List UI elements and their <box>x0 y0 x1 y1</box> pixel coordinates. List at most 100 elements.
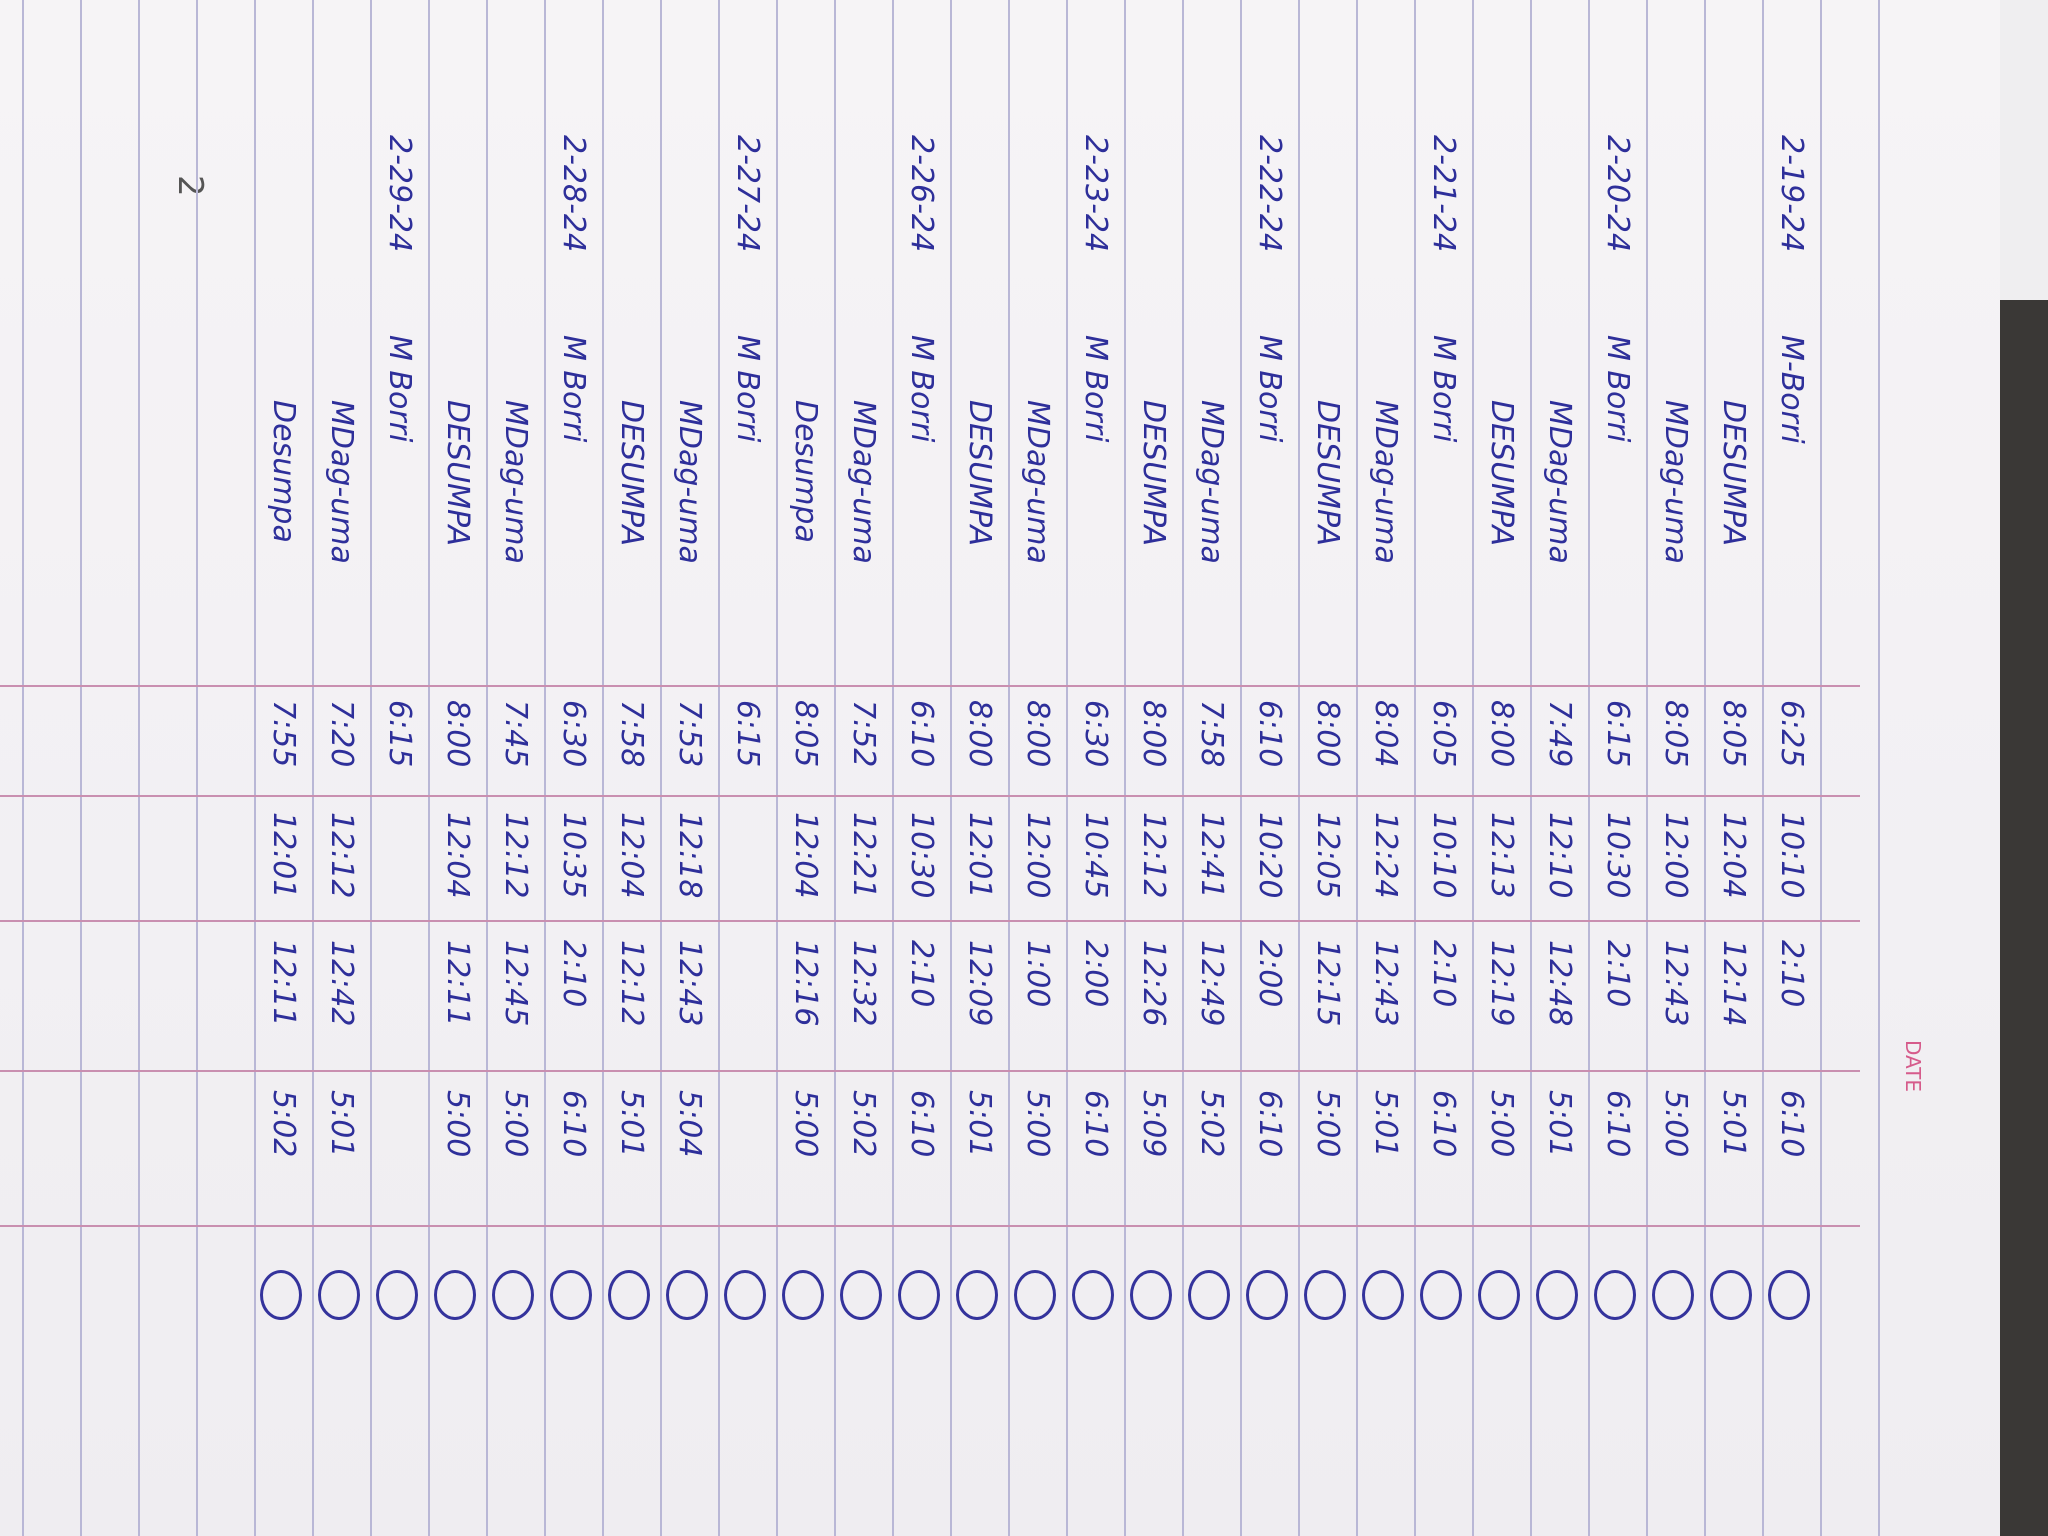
time: 5:09 <box>1136 1090 1171 1158</box>
time: 6:10 <box>904 700 939 768</box>
time: 5:02 <box>1194 1090 1229 1158</box>
name: DESUMPA <box>1136 400 1171 547</box>
time: 10:20 <box>1252 812 1287 899</box>
time: 7:20 <box>324 700 359 768</box>
time: 10:10 <box>1774 812 1809 899</box>
name: DESUMPA <box>440 400 475 547</box>
time: 5:01 <box>962 1090 997 1158</box>
time: 12:05 <box>1310 812 1345 899</box>
date: 2-26-24 <box>904 135 939 253</box>
signature <box>1246 1270 1288 1320</box>
date: 2-29-24 <box>382 135 417 253</box>
time: 7:58 <box>1194 700 1229 768</box>
signature <box>1478 1270 1520 1320</box>
time: 8:00 <box>1020 700 1055 768</box>
time: 8:05 <box>1716 700 1751 768</box>
name: M Borri <box>904 335 939 443</box>
time: 10:35 <box>556 812 591 899</box>
time: 12:41 <box>1194 812 1229 899</box>
time: 5:02 <box>846 1090 881 1158</box>
time: 6:10 <box>1078 1090 1113 1158</box>
time: 6:15 <box>730 700 765 768</box>
time: 5:04 <box>672 1090 707 1158</box>
notebook-page: DATE 2 2-19-24 M-Borri 6:25 10:10 2:10 6:10 DE… <box>0 0 2000 1536</box>
column-line <box>0 685 1860 687</box>
name: MDag-uma <box>1194 400 1229 564</box>
ruled-line <box>1124 0 1126 1536</box>
signature <box>1188 1270 1230 1320</box>
name: DESUMPA <box>962 400 997 547</box>
time: 2:10 <box>556 940 591 1008</box>
ruled-line <box>602 0 604 1536</box>
name: MDag-uma <box>324 400 359 564</box>
time: 5:01 <box>324 1090 359 1158</box>
ruled-line <box>428 0 430 1536</box>
time: 8:00 <box>440 700 475 768</box>
time: 12:01 <box>266 812 301 899</box>
time: 5:00 <box>1658 1090 1693 1158</box>
name: DESUMPA <box>1310 400 1345 547</box>
name: M Borri <box>1426 335 1461 443</box>
name: MDag-uma <box>1368 400 1403 564</box>
ruled-line <box>1646 0 1648 1536</box>
time: 2:10 <box>1600 940 1635 1008</box>
time: 6:30 <box>1078 700 1113 768</box>
ruled-line <box>1472 0 1474 1536</box>
time: 5:01 <box>1368 1090 1403 1158</box>
date: 2-27-24 <box>730 135 765 253</box>
time: 12:19 <box>1484 940 1519 1027</box>
signature <box>666 1270 708 1320</box>
time: 6:10 <box>1426 1090 1461 1158</box>
name: MDag-uma <box>846 400 881 564</box>
time: 5:00 <box>498 1090 533 1158</box>
time: 5:00 <box>440 1090 475 1158</box>
time: 8:00 <box>1484 700 1519 768</box>
signature <box>1710 1270 1752 1320</box>
time: 12:43 <box>1658 940 1693 1027</box>
name: DESUMPA <box>614 400 649 547</box>
signature <box>1014 1270 1056 1320</box>
signature <box>434 1270 476 1320</box>
signature <box>376 1270 418 1320</box>
time: 12:04 <box>614 812 649 899</box>
time: 12:43 <box>1368 940 1403 1027</box>
time: 6:10 <box>1600 1090 1635 1158</box>
name: MDag-uma <box>1658 400 1693 564</box>
date: 2-23-24 <box>1078 135 1113 253</box>
signature <box>1768 1270 1810 1320</box>
time: 12:49 <box>1194 940 1229 1027</box>
ruled-line <box>196 0 198 1536</box>
name: MDag-uma <box>672 400 707 564</box>
time: 8:00 <box>962 700 997 768</box>
time: 12:11 <box>266 940 301 1027</box>
time: 5:00 <box>1484 1090 1519 1158</box>
ruled-line <box>1878 0 1880 1536</box>
ruled-line <box>1820 0 1822 1536</box>
time: 12:00 <box>1658 812 1693 899</box>
time: 12:04 <box>788 812 823 899</box>
name: M Borri <box>382 335 417 443</box>
time: 12:12 <box>1136 812 1171 899</box>
column-line <box>0 920 1860 922</box>
time: 12:14 <box>1716 940 1751 1027</box>
ruled-line <box>138 0 140 1536</box>
time: 7:52 <box>846 700 881 768</box>
time: 6:10 <box>1252 1090 1287 1158</box>
time: 12:26 <box>1136 940 1171 1027</box>
signature <box>608 1270 650 1320</box>
time: 10:45 <box>1078 812 1113 899</box>
ruled-line <box>1356 0 1358 1536</box>
time: 6:10 <box>1774 1090 1809 1158</box>
time: 12:18 <box>672 812 707 899</box>
time: 12:16 <box>788 940 823 1027</box>
signature <box>898 1270 940 1320</box>
time: 5:00 <box>1020 1090 1055 1158</box>
time: 2:00 <box>1078 940 1113 1008</box>
time: 7:58 <box>614 700 649 768</box>
time: 6:15 <box>1600 700 1635 768</box>
signature <box>1362 1270 1404 1320</box>
ruled-line <box>834 0 836 1536</box>
signature <box>260 1270 302 1320</box>
time: 12:12 <box>614 940 649 1027</box>
signature <box>956 1270 998 1320</box>
